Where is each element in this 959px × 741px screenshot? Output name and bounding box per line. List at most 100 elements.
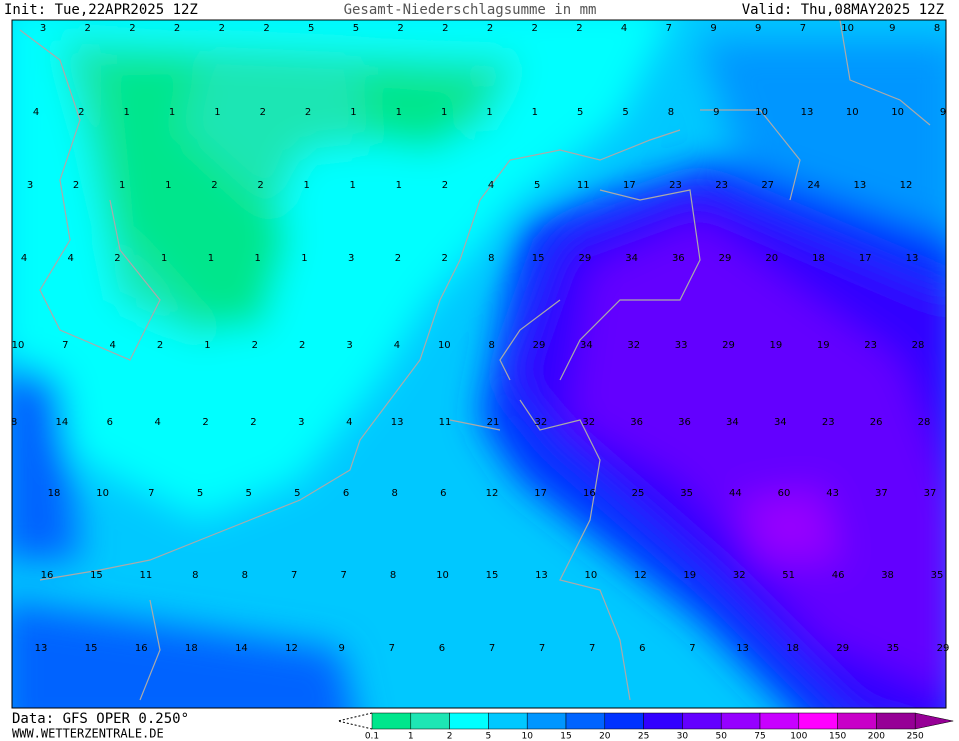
grid-value: 8 xyxy=(242,570,248,581)
grid-value: 13 xyxy=(35,643,48,654)
grid-value: 8 xyxy=(391,488,397,499)
grid-value: 13 xyxy=(736,643,749,654)
grid-value: 34 xyxy=(580,340,593,351)
grid-value: 5 xyxy=(308,23,314,34)
grid-value: 7 xyxy=(666,23,672,34)
grid-value: 8 xyxy=(390,570,396,581)
grid-value: 2 xyxy=(174,23,180,34)
legend: 0.1 1 2 5 10 15 20 25 30 50 75 100 150 200 250 xyxy=(337,712,954,741)
legend-label: 10 xyxy=(521,732,533,741)
grid-value: 4 xyxy=(110,340,116,351)
grid-value: 2 xyxy=(85,23,91,34)
grid-value: 12 xyxy=(285,643,298,654)
grid-value: 10 xyxy=(841,23,854,34)
grid-value: 13 xyxy=(854,180,867,191)
grid-value: 11 xyxy=(140,570,153,581)
grid-value: 1 xyxy=(396,107,402,118)
grid-value: 12 xyxy=(900,180,913,191)
grid-value: 10 xyxy=(755,107,768,118)
grid-value: 6 xyxy=(343,488,349,499)
legend-swatch xyxy=(526,712,567,730)
grid-value: 13 xyxy=(391,417,404,428)
grid-value: 29 xyxy=(533,340,546,351)
grid-value: 19 xyxy=(683,570,696,581)
grid-value: 4 xyxy=(68,253,74,264)
grid-value: 10 xyxy=(12,340,25,351)
grid-value: 7 xyxy=(148,488,154,499)
grid-value: 12 xyxy=(634,570,647,581)
grid-value: 7 xyxy=(291,570,297,581)
grid-value: 7 xyxy=(489,643,495,654)
grid-value: 51 xyxy=(782,570,795,581)
grid-value: 8 xyxy=(192,570,198,581)
grid-value: 4 xyxy=(154,417,160,428)
grid-value: 21 xyxy=(487,417,500,428)
grid-value: 23 xyxy=(864,340,877,351)
legend-swatch xyxy=(371,712,412,730)
grid-value: 36 xyxy=(630,417,643,428)
grid-value: 2 xyxy=(299,340,305,351)
grid-value: 2 xyxy=(73,180,79,191)
grid-values: 3 2 2 2 2 2 5 5 2 2 2 2 2 4 7 9 9 7 10 9 84 2 1 1 1 2 2 1 1 1 1 1 5 5 8 9 10… xyxy=(11,23,950,654)
grid-value: 32 xyxy=(534,417,547,428)
grid-value: 9 xyxy=(338,643,344,654)
grid-value: 37 xyxy=(924,488,937,499)
grid-value: 14 xyxy=(56,417,69,428)
grid-value: 8 xyxy=(668,107,674,118)
grid-value: 34 xyxy=(774,417,787,428)
grid-value: 2 xyxy=(395,253,401,264)
grid-value: 36 xyxy=(672,253,685,264)
grid-value: 17 xyxy=(623,180,636,191)
legend-label: 75 xyxy=(754,732,765,741)
grid-value: 28 xyxy=(918,417,931,428)
grid-value: 18 xyxy=(185,643,198,654)
grid-value: 2 xyxy=(252,340,258,351)
grid-value: 23 xyxy=(822,417,835,428)
legend-label: 25 xyxy=(638,732,649,741)
grid-value: 5 xyxy=(534,180,540,191)
grid-value: 29 xyxy=(578,253,591,264)
grid-value: 2 xyxy=(487,23,493,34)
grid-value: 60 xyxy=(778,488,791,499)
legend-swatch xyxy=(410,712,450,730)
grid-value: 25 xyxy=(632,488,645,499)
data-source: Data: GFS OPER 0.250° xyxy=(12,711,189,727)
grid-value: 2 xyxy=(576,23,582,34)
grid-value: 2 xyxy=(397,23,403,34)
grid-value: 3 xyxy=(346,340,352,351)
legend-swatch xyxy=(682,712,722,730)
grid-value: 16 xyxy=(583,488,596,499)
legend-label: 20 xyxy=(599,732,611,741)
grid-value: 38 xyxy=(881,570,894,581)
grid-value: 2 xyxy=(257,180,263,191)
grid-value: 9 xyxy=(713,107,719,118)
legend-low-end xyxy=(337,712,373,730)
legend-swatch xyxy=(720,712,761,730)
grid-value: 23 xyxy=(669,180,682,191)
grid-value: 15 xyxy=(85,643,98,654)
grid-value: 5 xyxy=(197,488,203,499)
grid-value: 17 xyxy=(534,488,547,499)
legend-label: 1 xyxy=(408,732,414,741)
grid-value: 8 xyxy=(934,23,940,34)
grid-value: 2 xyxy=(78,107,84,118)
grid-value: 2 xyxy=(442,180,448,191)
grid-value: 35 xyxy=(931,570,944,581)
grid-value: 15 xyxy=(532,253,545,264)
grid-value: 4 xyxy=(346,417,352,428)
grid-value: 1 xyxy=(532,107,538,118)
grid-value: 7 xyxy=(800,23,806,34)
grid-value: 33 xyxy=(675,340,688,351)
grid-value: 11 xyxy=(577,180,590,191)
grid-value: 1 xyxy=(165,180,171,191)
legend-label: 15 xyxy=(560,732,571,741)
legend-swatch xyxy=(488,712,528,730)
grid-value: 20 xyxy=(765,253,778,264)
legend-swatch xyxy=(604,712,644,730)
grid-value: 7 xyxy=(62,340,68,351)
legend-label: 0.1 xyxy=(365,732,379,741)
grid-value: 2 xyxy=(219,23,225,34)
legend-label: 5 xyxy=(486,732,492,741)
grid-value: 5 xyxy=(622,107,628,118)
